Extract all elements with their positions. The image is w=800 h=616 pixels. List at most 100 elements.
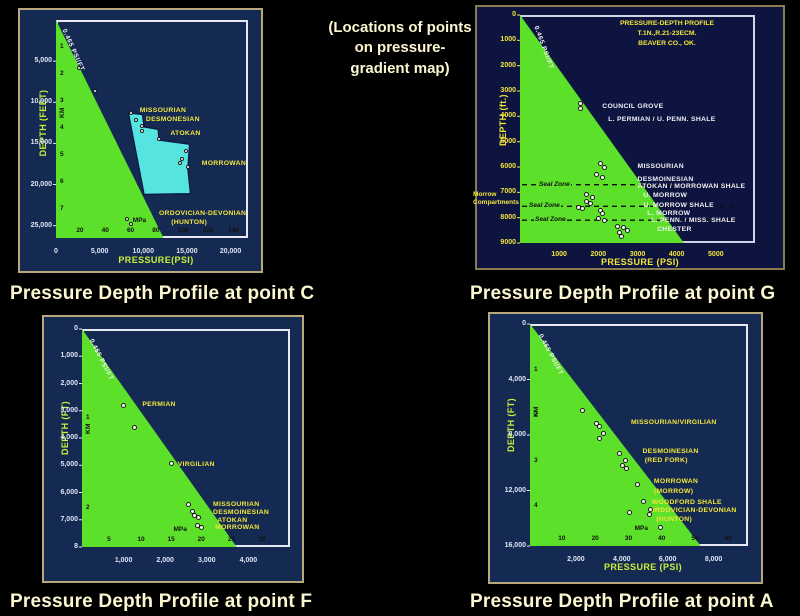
chart-c-xtick: 15,000 xyxy=(176,248,198,255)
data-point xyxy=(125,216,130,221)
chart-panel-c: DEPTH (FEET) PRESSURE(PSI) 0.465 PSI/FT 0… xyxy=(18,8,263,273)
chart-c-x-axis-label: PRESSURE(PSI) xyxy=(118,255,194,265)
chart-f-ytick: 7,000 xyxy=(60,515,78,523)
chart-f-ytick: 6,000 xyxy=(60,488,78,496)
formation-label: (HUNTON) xyxy=(656,515,693,523)
chart-f-ytick: 5,000 xyxy=(60,461,78,469)
chart-g-x-axis-label: PRESSURE (PSI) xyxy=(600,257,680,267)
chart-a-xtick: 8,000 xyxy=(704,556,723,563)
data-point xyxy=(593,172,599,178)
header-note-line-2: on pressure- xyxy=(354,39,446,57)
chart-c-km-tick: 7 xyxy=(60,204,64,212)
caption-chart-c: Pressure Depth Profile at point C xyxy=(10,283,315,304)
data-point xyxy=(178,160,183,165)
seal-zone-label: Seal Zone xyxy=(534,216,567,224)
data-point xyxy=(578,106,584,112)
chart-panel-f: DEPTH (FT) 0.465 PSI/FT 1,000 2,000 3,000 4,… xyxy=(42,315,304,583)
data-point xyxy=(584,192,590,198)
data-point xyxy=(594,421,600,427)
formation-label: MISSOURIAN xyxy=(139,107,187,115)
formation-label: L. MORROW xyxy=(647,209,691,217)
chart-a-ytick: 0 xyxy=(522,320,526,327)
chart-f-mpa-tick: 25 xyxy=(227,536,236,543)
chart-a-mpa-tick: 50 xyxy=(691,535,699,542)
chart-f-y-axis-label: DEPTH (FT) xyxy=(60,401,70,455)
formation-label: CHESTER xyxy=(657,226,692,234)
chart-a-km-tick: 4 xyxy=(534,502,538,510)
chart-g-title-line-3: BEAVER CO., OK. xyxy=(638,39,696,47)
chart-g-morrow-compartments-label: Morrow Compartments xyxy=(473,191,519,207)
data-point xyxy=(627,510,633,516)
formation-label: PERMIAN xyxy=(142,401,176,409)
formation-label: U. MORROW xyxy=(643,192,688,200)
data-point xyxy=(597,424,603,430)
data-point xyxy=(619,234,625,240)
chart-f-xtick: 4,000 xyxy=(239,557,258,564)
formation-label: L. PENN. / MISS. SHALE xyxy=(651,217,736,225)
chart-a-ytick: 8,000 xyxy=(508,431,526,438)
chart-f-graphics xyxy=(79,328,237,548)
chart-c-ytick: 25,000 xyxy=(30,221,52,229)
chart-c-xtick: 10,000 xyxy=(132,248,154,255)
chart-a-mpa-tick: 10 xyxy=(558,535,566,542)
chart-c-mpa-tick: 140 xyxy=(228,227,240,234)
formation-label: VIRGILIAN xyxy=(177,461,215,469)
chart-f-mpa-tick: 15 xyxy=(167,536,175,543)
chart-c-mpa-tick: 120 xyxy=(202,227,214,234)
data-point xyxy=(601,164,607,170)
data-point xyxy=(121,402,127,408)
chart-f-ytick: 8 xyxy=(74,543,78,550)
formation-label: ATOKAN xyxy=(170,129,201,137)
chart-a-km-axis-label: KM xyxy=(533,406,540,418)
data-point xyxy=(157,136,162,141)
data-point xyxy=(588,201,593,207)
chart-a-mpa-tick: 60 xyxy=(724,535,732,542)
data-point xyxy=(600,431,606,437)
data-point xyxy=(597,160,603,166)
formation-label: (HUNTON) xyxy=(171,219,208,227)
data-point xyxy=(625,227,631,233)
chart-f-km-tick: 2 xyxy=(86,503,90,511)
formation-label: U. MORROW SHALE xyxy=(643,202,714,210)
header-note-line-1: (Locations of points xyxy=(328,19,472,36)
chart-g-ytick: 5000 xyxy=(500,137,516,145)
chart-c-km-tick: 3 xyxy=(60,96,64,104)
data-point xyxy=(580,408,586,414)
data-point xyxy=(578,100,584,106)
formation-label: MISSOURIAN xyxy=(637,163,684,170)
data-point xyxy=(133,117,138,122)
data-point xyxy=(131,424,137,430)
formation-label: L. PERMIAN / U. PENN. SHALE xyxy=(608,116,716,124)
chart-c-ytick: 20,000 xyxy=(30,180,52,188)
chart-f-ytick: 2,000 xyxy=(60,379,78,387)
data-point xyxy=(199,525,205,531)
data-point xyxy=(140,128,145,133)
caption-chart-a: Pressure Depth Profile at point A xyxy=(470,591,774,612)
chart-a-xtick: 4,000 xyxy=(613,556,631,563)
formation-label: (RED FORK) xyxy=(644,457,688,465)
data-point xyxy=(646,511,652,517)
chart-c-km-tick: 4 xyxy=(60,123,64,131)
chart-c-xtick: 0 xyxy=(54,248,58,255)
chart-a-mpa-tick: 30 xyxy=(624,535,633,542)
chart-g-ytick: 3000 xyxy=(500,87,516,94)
chart-f-km-axis-label: KM xyxy=(85,422,92,434)
chart-c-xtick: 20,000 xyxy=(219,248,242,255)
chart-f-mpa-tick: 30 xyxy=(258,536,266,543)
data-point xyxy=(139,124,144,129)
formation-label: (MORROW) xyxy=(653,487,694,495)
chart-g-ytick: 0 xyxy=(512,11,516,18)
chart-g-ytick: 7000 xyxy=(500,188,516,196)
chart-g-ytick: 9000 xyxy=(500,239,516,246)
data-point xyxy=(128,111,133,116)
chart-g-title-line-1: PRESSURE-DEPTH PROFILE xyxy=(619,20,715,27)
chart-c-mpa-axis-label: MPa xyxy=(132,217,147,224)
chart-a-km-tick: 3 xyxy=(534,456,538,464)
chart-f-ytick: 0 xyxy=(74,325,78,332)
chart-f-mpa-tick: 10 xyxy=(137,536,145,543)
data-point xyxy=(168,461,174,467)
data-point xyxy=(599,174,605,180)
header-note-line-3: gradient map) xyxy=(350,59,450,77)
chart-g-xtick: 3000 xyxy=(629,251,646,258)
chart-f-mpa-tick: 5 xyxy=(107,536,111,543)
